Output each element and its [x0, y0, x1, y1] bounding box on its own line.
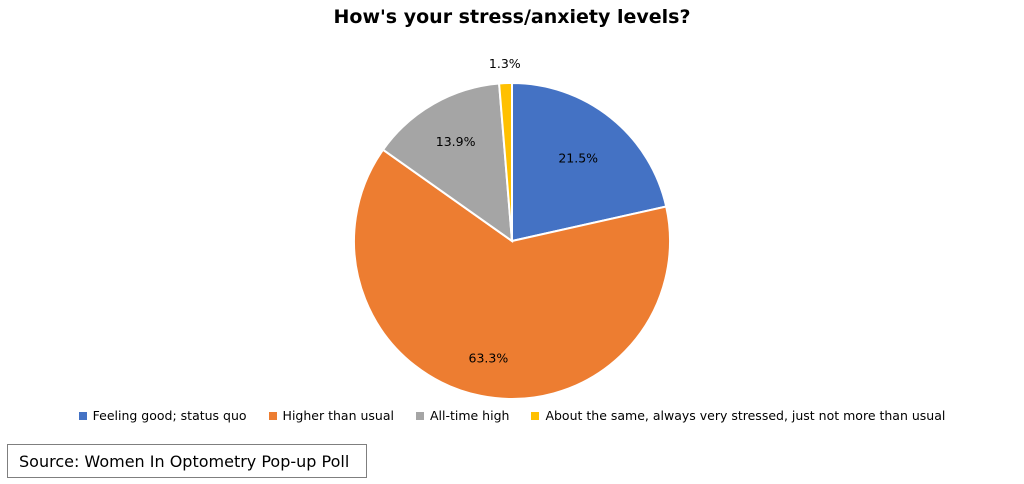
slice-label-2: 13.9% — [436, 134, 476, 149]
legend-item-3: About the same, always very stressed, ju… — [531, 408, 945, 423]
legend-label-1: Higher than usual — [282, 408, 394, 423]
legend-swatch-0 — [78, 411, 87, 420]
chart-legend: Feeling good; status quo Higher than usua… — [0, 408, 1024, 423]
chart-title: How's your stress/anxiety levels? — [333, 6, 691, 28]
legend-label-3: About the same, always very stressed, ju… — [545, 408, 946, 423]
pie-slice-3 — [498, 81, 513, 242]
legend-item-0: Feeling good; status quo — [78, 408, 247, 423]
slice-label-1: 63.3% — [469, 351, 509, 366]
slice-label-3: 1.3% — [489, 56, 521, 71]
legend-item-2: All-time high — [415, 408, 510, 423]
pie-slice-2 — [381, 82, 514, 244]
source-box: Source: Women In Optometry Pop-up Poll — [7, 444, 367, 478]
legend-item-1: Higher than usual — [268, 408, 394, 423]
slice-label-0: 21.5% — [558, 150, 598, 165]
legend-swatch-2 — [415, 411, 424, 420]
legend-swatch-3 — [531, 411, 540, 420]
legend-label-2: All-time high — [429, 408, 510, 423]
legend-swatch-1 — [268, 411, 277, 420]
legend-label-0: Feeling good; status quo — [92, 408, 247, 423]
pie-slice-0 — [511, 81, 668, 243]
pie-slice-1 — [353, 148, 671, 400]
source-text: Source: Women In Optometry Pop-up Poll — [19, 451, 350, 471]
